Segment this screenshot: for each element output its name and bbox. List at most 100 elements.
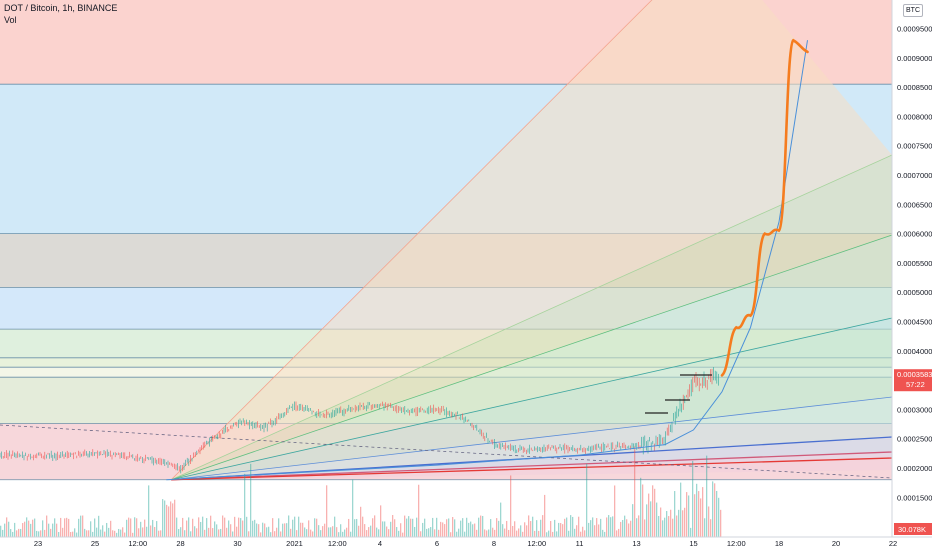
volume-bar bbox=[354, 519, 356, 537]
volume-bar bbox=[174, 499, 176, 537]
time-tick-label: 28 bbox=[176, 539, 184, 548]
time-tick-label: 15 bbox=[689, 539, 697, 548]
volume-bar bbox=[210, 515, 212, 537]
volume-bar bbox=[262, 522, 264, 537]
currency-button[interactable]: BTC bbox=[903, 4, 923, 17]
volume-bar bbox=[194, 526, 196, 537]
countdown-label: 57:22 bbox=[906, 380, 925, 389]
volume-bar bbox=[632, 504, 634, 537]
volume-bar bbox=[468, 522, 470, 537]
volume-bar bbox=[504, 528, 506, 537]
volume-bar bbox=[312, 531, 314, 537]
volume-bar bbox=[426, 528, 428, 537]
volume-bar bbox=[152, 519, 154, 537]
volume-bar bbox=[364, 524, 366, 537]
time-tick-label: 22 bbox=[889, 539, 897, 548]
volume-bar bbox=[578, 516, 580, 537]
volume-bar bbox=[434, 529, 436, 537]
volume-bar bbox=[60, 517, 62, 537]
volume-bar bbox=[500, 502, 502, 537]
time-tick-label: 12:00 bbox=[328, 539, 347, 548]
volume-bar bbox=[688, 495, 690, 537]
time-axis-bg bbox=[0, 537, 932, 550]
volume-bar bbox=[134, 517, 136, 537]
volume-bar bbox=[130, 518, 132, 537]
volume-bar bbox=[440, 521, 442, 537]
volume-bar bbox=[314, 518, 316, 537]
projection-path bbox=[720, 38, 809, 377]
volume-bar bbox=[80, 515, 82, 537]
volume-bar bbox=[512, 525, 514, 537]
volume-bar bbox=[586, 463, 588, 537]
volume-bar bbox=[290, 528, 292, 537]
volume-bar bbox=[580, 531, 582, 537]
volume-bar bbox=[464, 531, 466, 537]
volume-bar bbox=[406, 518, 408, 537]
volume-bar bbox=[226, 527, 228, 537]
volume-bar bbox=[106, 522, 108, 537]
volume-bar bbox=[438, 529, 440, 537]
volume-bar bbox=[576, 525, 578, 537]
volume-bar bbox=[524, 522, 526, 537]
volume-bar bbox=[540, 519, 542, 537]
volume-bar bbox=[536, 520, 538, 537]
volume-bar bbox=[374, 515, 376, 537]
volume-bar bbox=[124, 532, 126, 537]
time-tick-label: 23 bbox=[34, 539, 42, 548]
volume-bar bbox=[34, 518, 36, 537]
volume-bar bbox=[584, 530, 586, 537]
volume-bar bbox=[230, 524, 232, 537]
volume-bar bbox=[550, 520, 552, 537]
volume-bar bbox=[56, 523, 58, 537]
volume-bar bbox=[376, 527, 378, 537]
volume-bar bbox=[660, 507, 662, 537]
fib-fan-line bbox=[171, 451, 893, 481]
volume-bar bbox=[646, 504, 648, 537]
volume-bar bbox=[448, 518, 450, 537]
time-tick-label: 11 bbox=[576, 539, 584, 548]
volume-bar bbox=[46, 515, 48, 537]
volume-bar bbox=[480, 515, 482, 537]
volume-bar bbox=[388, 529, 390, 537]
volume-bar bbox=[684, 507, 686, 537]
volume-bar bbox=[40, 530, 42, 537]
volume-bar bbox=[88, 530, 90, 537]
volume-bar bbox=[330, 527, 332, 537]
volume-bar bbox=[664, 517, 666, 537]
volume-bar bbox=[674, 491, 676, 537]
volume-bar bbox=[502, 524, 504, 537]
volume-bar bbox=[68, 518, 70, 537]
volume-bar bbox=[228, 520, 230, 537]
volume-bar bbox=[360, 506, 362, 537]
time-tick-label: 12:00 bbox=[128, 539, 147, 548]
volume-bar bbox=[10, 529, 12, 537]
volume-bar bbox=[164, 500, 166, 537]
volume-bar bbox=[680, 482, 682, 537]
volume-bar bbox=[322, 526, 324, 537]
volume-bar bbox=[222, 515, 224, 537]
volume-bar bbox=[442, 522, 444, 537]
volume-bar bbox=[356, 518, 358, 537]
volume-bar bbox=[400, 523, 402, 537]
time-tick-label: 2021 bbox=[286, 539, 303, 548]
volume-bar bbox=[624, 515, 626, 537]
volume-bar bbox=[26, 517, 28, 537]
volume-bar bbox=[342, 531, 344, 537]
volume-bar bbox=[634, 446, 636, 537]
volume-bar bbox=[328, 527, 330, 537]
volume-bar bbox=[0, 525, 2, 537]
volume-bar bbox=[256, 523, 258, 537]
volume-bar bbox=[86, 530, 88, 537]
fib-fan-band bbox=[171, 0, 892, 480]
volume-bar bbox=[326, 485, 328, 537]
volume-bar bbox=[408, 516, 410, 537]
volume-bar bbox=[538, 530, 540, 537]
volume-bar bbox=[202, 516, 204, 537]
volume-bar bbox=[416, 517, 418, 537]
volume-bar bbox=[522, 531, 524, 537]
volume-bar bbox=[556, 531, 558, 537]
